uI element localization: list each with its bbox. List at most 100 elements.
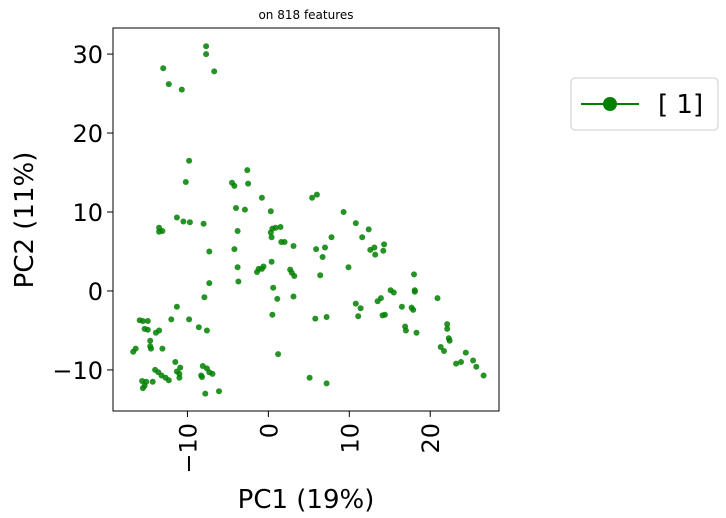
data-point [160,65,167,72]
y-axis-ticks: −10 0 10 20 30 [52,41,113,385]
data-point [234,264,241,271]
data-point [241,206,248,213]
data-point [206,280,213,287]
data-point [168,316,175,323]
data-point [231,246,238,253]
data-point [377,295,384,302]
data-point [267,208,274,215]
data-point [130,348,137,355]
data-point [200,220,207,227]
y-tick-label: 20 [72,120,103,148]
data-point [272,224,279,231]
data-point [473,363,480,370]
data-point [371,244,378,251]
data-point [410,306,417,313]
data-point [411,287,418,294]
data-point [201,294,208,301]
data-point [186,157,193,164]
data-point [453,360,460,367]
data-point [260,263,267,270]
x-tick-label: 10 [336,423,364,454]
data-point [470,357,477,364]
data-point [203,51,210,58]
data-point [182,179,189,185]
data-point [211,68,218,75]
data-point [352,300,359,307]
data-point [480,372,487,379]
y-tick-label: −10 [52,357,103,385]
data-point [275,351,282,358]
data-point [291,273,298,279]
data-point [319,254,326,260]
data-point [444,325,451,332]
data-point [147,337,154,344]
chart-title: on 818 features [258,8,353,22]
data-point [244,167,251,174]
legend: [ 1] [570,77,719,131]
data-point [139,318,146,324]
data-point [317,272,324,279]
y-tick-label: 10 [72,199,103,227]
data-point [359,234,366,241]
y-axis-label: PC2 (11%) [10,152,40,289]
legend-series-label: [ 1] [658,90,703,120]
data-point [352,220,359,227]
data-point [277,224,284,230]
data-point [139,378,146,384]
data-point [172,359,179,365]
data-point [234,228,241,234]
data-point [434,295,441,302]
data-point [322,244,328,251]
data-point [139,385,146,392]
data-point [312,315,319,322]
data-point [313,246,320,253]
data-point [290,243,297,249]
data-point [323,380,330,387]
data-point [268,234,275,241]
data-point [202,390,209,397]
data-point [345,264,352,271]
data-point [159,228,166,234]
data-point [195,324,202,331]
data-point [144,326,151,333]
data-point [309,194,316,201]
data-point [458,359,464,365]
data-point [255,265,262,272]
x-axis-ticks: −10 0 10 20 [174,411,445,474]
data-point [209,370,216,377]
x-tick-label: 0 [255,423,283,438]
data-point [173,303,180,310]
data-point [173,214,180,221]
data-point [178,86,185,93]
legend-series-marker [603,97,617,111]
data-point [446,337,453,344]
data-point [390,289,397,296]
data-point [398,303,405,310]
data-point [216,388,222,395]
data-point [355,313,362,320]
data-point [306,374,313,381]
data-point [231,182,238,189]
y-tick-label: 0 [88,278,103,306]
data-point [281,239,288,245]
data-point [290,293,297,300]
data-point [159,345,166,352]
y-tick-label: 30 [72,41,103,69]
data-point [165,81,172,88]
data-point [199,374,205,380]
data-point [365,226,372,233]
data-point [340,209,347,215]
data-point [165,377,172,384]
x-tick-label: −10 [174,423,202,474]
data-point [233,205,239,211]
data-point [381,241,388,248]
data-point [437,344,444,350]
data-point [328,234,335,241]
data-point [462,349,469,356]
data-points-layer [130,43,487,397]
data-point [380,247,387,254]
data-point [269,311,276,318]
data-point [411,271,417,278]
data-point [144,318,151,324]
